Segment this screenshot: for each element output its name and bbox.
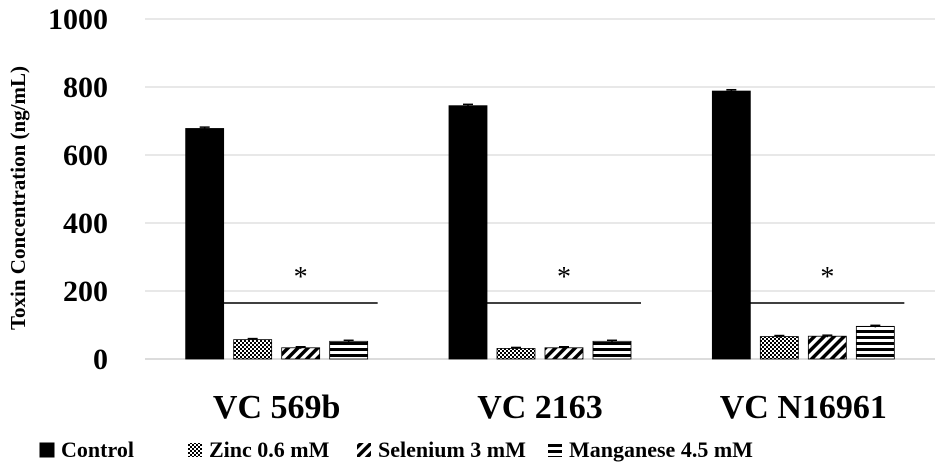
y-tick-label: 0	[93, 343, 108, 376]
bar	[711, 90, 751, 360]
bar	[496, 348, 536, 360]
bar	[281, 347, 321, 360]
legend-label: Manganese 4.5 mM	[569, 437, 753, 462]
gridlines	[145, 18, 935, 360]
bar	[759, 336, 799, 360]
bars	[185, 88, 895, 360]
legend-swatch	[357, 443, 371, 457]
significance-asterisk: *	[820, 262, 834, 293]
y-tick-label: 400	[63, 207, 108, 240]
legend: Control Zinc 0.6 mM Selenium 3 mM Manganese…	[39, 437, 753, 462]
y-tick-label: 1000	[48, 3, 108, 36]
legend-label: Control	[61, 437, 134, 462]
significance-annotations: * * *	[223, 262, 905, 304]
y-axis-ticks: 0 200 400 600 800 1000	[48, 3, 108, 376]
category-label: VC 2163	[477, 389, 603, 426]
y-tick-label: 800	[63, 71, 108, 104]
bar	[448, 105, 488, 360]
y-tick-label: 200	[63, 275, 108, 308]
bar	[233, 339, 273, 360]
bar	[807, 335, 847, 360]
bar	[592, 340, 632, 360]
legend-label: Zinc 0.6 mM	[209, 437, 330, 462]
bar	[544, 347, 584, 360]
category-label: VC N16961	[720, 389, 887, 426]
legend-label: Selenium 3 mM	[378, 437, 526, 462]
bar	[329, 340, 369, 360]
x-axis-labels: VC 569b VC 2163 VC N16961	[213, 389, 887, 426]
legend-swatch	[548, 443, 562, 457]
bar	[855, 325, 895, 360]
legend-swatch	[188, 443, 202, 457]
y-axis-title: Toxin Concentration (ng/mL)	[6, 66, 30, 330]
y-tick-label: 600	[63, 139, 108, 172]
significance-asterisk: *	[294, 262, 308, 293]
bar	[185, 128, 225, 360]
category-label: VC 569b	[213, 389, 341, 426]
significance-asterisk: *	[557, 262, 571, 293]
legend-swatch	[39, 442, 55, 458]
